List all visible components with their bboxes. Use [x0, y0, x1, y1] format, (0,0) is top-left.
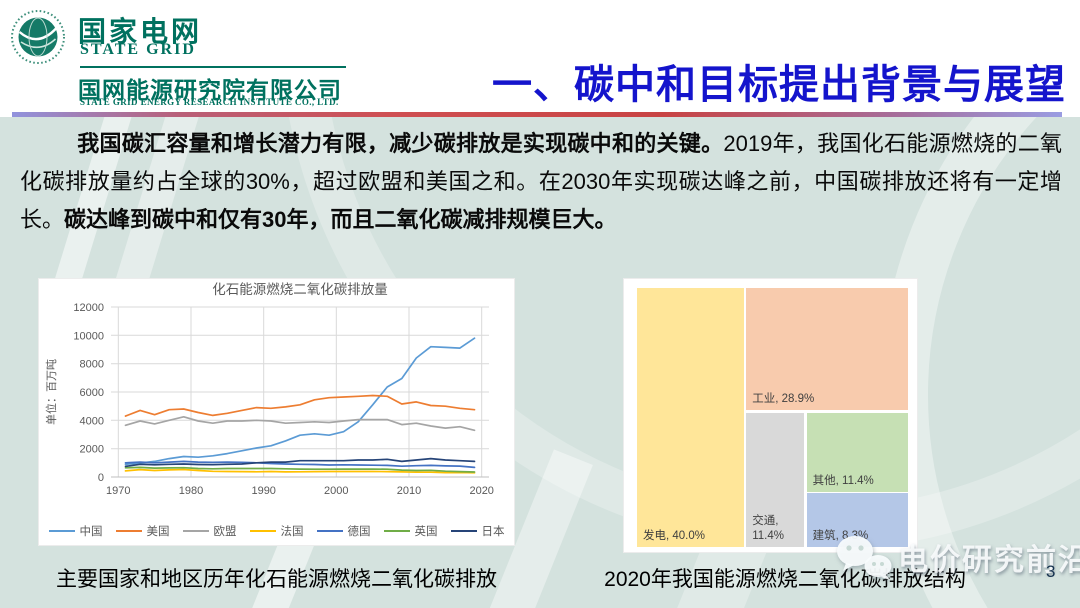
- org-name-cn: 国网能源研究院有限公司: [78, 77, 342, 103]
- series-line-usa: [124, 394, 476, 417]
- legend-item-uk: 英国: [383, 523, 438, 539]
- series-line-china: [124, 337, 476, 466]
- treemap-block-other: 其他, 11.4%: [806, 413, 908, 492]
- svg-text:4000: 4000: [80, 415, 104, 427]
- legend-label-eu: 欧盟: [213, 526, 237, 538]
- header-divider-gradient: [12, 112, 1062, 117]
- logo-divider: [80, 66, 346, 68]
- svg-text:化石能源燃烧二氧化碳排放量: 化石能源燃烧二氧化碳排放量: [212, 281, 388, 297]
- left-chart-caption: 主要国家和地区历年化石能源燃烧二氧化碳排放: [56, 568, 497, 591]
- co2-emissions-line-chart: 1970 1980 1990 2000 2010 2020 0 2000 4000 6000 800…: [38, 278, 515, 546]
- series-line-eu: [124, 415, 476, 432]
- svg-text:0: 0: [98, 472, 104, 484]
- slide-body: 我国碳汇容量和增长潜力有限，减少碳排放是实现碳中和的关键。2019年，我国化石能…: [0, 117, 1080, 608]
- svg-text:1970: 1970: [106, 485, 130, 497]
- legend-item-usa: 美国: [115, 523, 170, 539]
- brand-name-cn: 国家电网: [78, 16, 203, 47]
- line-chart-legend: 中国 美国 欧盟 法国 德国 英国 日本: [39, 523, 514, 539]
- brand-name-en: STATE GRID: [80, 41, 196, 58]
- intro-bold-lead: 我国碳汇容量和增长潜力有限，减少碳排放是实现碳中和的关键。: [77, 131, 724, 156]
- legend-item-china: 中国: [48, 523, 103, 539]
- legend-swatch-france: [249, 530, 276, 532]
- legend-label-uk: 英国: [414, 526, 438, 538]
- legend-swatch-eu: [182, 530, 209, 532]
- svg-text:2010: 2010: [397, 485, 421, 497]
- treemap-block-industry: 工业, 28.9%: [746, 288, 908, 410]
- treemap-label-industry: 工业, 28.9%: [752, 392, 815, 405]
- svg-text:2000: 2000: [80, 444, 104, 456]
- svg-text:8000: 8000: [80, 359, 104, 371]
- page-number: 3: [1046, 562, 1056, 581]
- legend-item-eu: 欧盟: [182, 523, 237, 539]
- treemap-area: 发电, 40.0% 工业, 28.9% 交通, 11.4% 其他, 11.4% 建筑, …: [637, 288, 908, 547]
- svg-text:2020: 2020: [469, 485, 493, 497]
- series-line-japan: [124, 457, 476, 468]
- treemap-label-transport: 交通, 11.4%: [752, 514, 784, 542]
- legend-swatch-usa: [115, 530, 142, 532]
- page-title: 一、碳中和目标提出背景与展望: [492, 63, 1066, 107]
- treemap-block-power: 发电, 40.0%: [637, 288, 745, 547]
- legend-item-japan: 日本: [450, 523, 505, 539]
- legend-item-france: 法国: [249, 523, 304, 539]
- intro-normal: 2019年，我国化石能源燃烧的二氧化碳排放量约占全球的30%，超过欧盟和美国之和…: [20, 131, 1062, 232]
- wechat-icon: [837, 536, 892, 580]
- legend-label-germany: 德国: [347, 526, 371, 538]
- legend-swatch-germany: [316, 530, 343, 532]
- header: 国家电网 STATE GRID 国网能源研究院有限公司 STATE GRID E…: [0, 0, 1080, 112]
- org-name-en: STATE GRID ENERGY RESEARCH INSTITUTE CO.…: [80, 97, 339, 107]
- watermark-text: 电价研究前沿: [898, 544, 1080, 577]
- treemap-block-transport: 交通, 11.4%: [746, 413, 804, 547]
- intro-bold-tail: 碳达峰到碳中和仅有30年，而且二氧化碳减排规模巨大。: [64, 207, 617, 232]
- svg-text:1990: 1990: [251, 485, 275, 497]
- svg-text:单位：百万吨: 单位：百万吨: [44, 359, 58, 425]
- state-grid-globe-icon: [11, 10, 65, 64]
- legend-item-germany: 德国: [316, 523, 371, 539]
- legend-label-usa: 美国: [146, 526, 170, 538]
- treemap-label-other: 其他, 11.4%: [812, 474, 874, 487]
- legend-swatch-japan: [450, 530, 477, 532]
- svg-text:1980: 1980: [179, 485, 203, 497]
- treemap-block-building: 建筑, 8.3%: [806, 493, 908, 547]
- legend-label-japan: 日本: [481, 526, 505, 538]
- legend-label-france: 法国: [280, 526, 304, 538]
- series-line-uk: [124, 466, 476, 473]
- series-line-germany: [124, 460, 476, 469]
- svg-text:2000: 2000: [324, 485, 348, 497]
- svg-text:6000: 6000: [80, 387, 104, 399]
- legend-swatch-uk: [383, 530, 410, 532]
- co2-structure-treemap: 发电, 40.0% 工业, 28.9% 交通, 11.4% 其他, 11.4% 建筑, …: [623, 278, 918, 553]
- line-chart-canvas: 1970 1980 1990 2000 2010 2020 0 2000 4000 6000 800…: [44, 281, 494, 497]
- series-line-france: [124, 468, 476, 474]
- intro-paragraph: 我国碳汇容量和增长潜力有限，减少碳排放是实现碳中和的关键。2019年，我国化石能…: [20, 125, 1062, 239]
- svg-text:10000: 10000: [73, 330, 104, 342]
- svg-text:12000: 12000: [73, 302, 104, 314]
- treemap-label-power: 发电, 40.0%: [643, 530, 705, 542]
- watermark: 电价研究前沿: [834, 533, 1080, 581]
- legend-label-china: 中国: [79, 526, 103, 538]
- legend-swatch-china: [48, 530, 75, 532]
